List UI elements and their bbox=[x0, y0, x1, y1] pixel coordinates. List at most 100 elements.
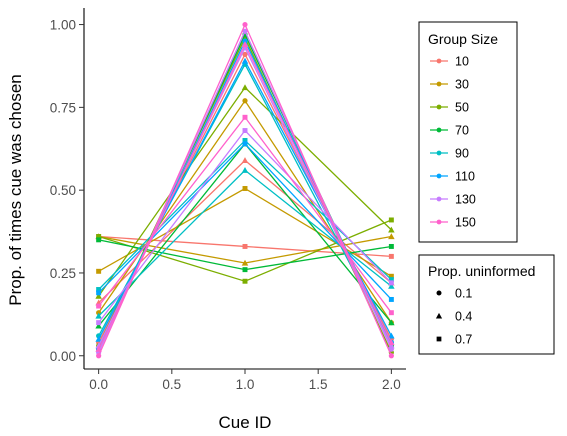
data-point-90-0.7 bbox=[242, 138, 248, 143]
data-point-110-0.4 bbox=[241, 57, 249, 64]
data-point-30-0.4 bbox=[241, 259, 249, 266]
series-line-90-0.1 bbox=[98, 62, 392, 343]
axis-ticks: 0.0 0.5 1.0 1.5 2.0 0.00 0.25 0.50 0.75 1.00 bbox=[50, 18, 401, 392]
series-line-90-0.4 bbox=[98, 169, 392, 317]
x-tick-label: 2.0 bbox=[382, 377, 401, 392]
data-point-90-0.4 bbox=[388, 282, 395, 289]
data-point-70-0.4 bbox=[388, 319, 395, 326]
legend-prop-uninformed: Prop. uninformed 0.1 0.4 0.7 bbox=[418, 254, 555, 355]
x-tick-label: 1.5 bbox=[309, 377, 328, 392]
data-point-10-0.4 bbox=[241, 157, 249, 163]
data-point-50-0.4 bbox=[388, 226, 395, 233]
data-point-150-0.7 bbox=[388, 310, 394, 316]
data-point-110-0.7 bbox=[242, 141, 248, 147]
data-point-30-0.7 bbox=[96, 268, 102, 274]
data-point-50-0.7 bbox=[388, 217, 394, 223]
legend-prop-uninformed-entries: 0.1 0.4 0.7 bbox=[435, 287, 472, 347]
data-point-130-0.4 bbox=[388, 342, 395, 349]
series-line-130-0.4 bbox=[98, 46, 392, 347]
legend-key-point bbox=[436, 173, 442, 179]
x-tick-label: 0.0 bbox=[89, 377, 108, 392]
data-point-90-0.4 bbox=[95, 312, 102, 319]
legend-group-size-entries: 10 30 50 70 90 110 130 150 bbox=[430, 55, 476, 230]
data-point-50-0.4 bbox=[241, 84, 249, 91]
data-point-90-0.7 bbox=[96, 287, 102, 292]
series-line-30-0.1 bbox=[98, 99, 392, 323]
data-point-150-0.7 bbox=[242, 114, 248, 120]
data-point-50-0.7 bbox=[96, 234, 102, 239]
x-tick-label: 1.0 bbox=[236, 377, 255, 392]
legend-label: 130 bbox=[455, 193, 476, 207]
legend-label: 0.1 bbox=[455, 287, 472, 301]
legend-key-point bbox=[436, 104, 442, 110]
data-point-110-0.7 bbox=[96, 290, 102, 296]
data-point-130-0.7 bbox=[96, 320, 102, 326]
y-tick-label: 0.50 bbox=[50, 183, 76, 198]
data-point-130-0.7 bbox=[388, 280, 394, 286]
data-point-50-0.7 bbox=[242, 278, 248, 284]
data-point-30-0.1 bbox=[242, 98, 248, 104]
y-tick-label: 0.00 bbox=[50, 349, 76, 364]
legend-prop-uninformed-title: Prop. uninformed bbox=[428, 263, 535, 279]
series-line-130-0.1 bbox=[98, 29, 392, 353]
data-point-150-0.4 bbox=[388, 339, 395, 346]
data-point-110-0.7 bbox=[388, 296, 394, 302]
series-line-10-0.1 bbox=[98, 52, 392, 343]
legend-group-size: Group Size 10 30 50 70 90 110 130 150 bbox=[418, 21, 518, 243]
legend-label: 0.4 bbox=[455, 310, 472, 324]
data-point-150-0.1 bbox=[242, 21, 248, 28]
data-point-150-0.7 bbox=[96, 303, 102, 309]
data-point-10-0.7 bbox=[242, 243, 248, 249]
legend-group-size-title: Group Size bbox=[428, 31, 498, 47]
legend-label: 70 bbox=[455, 124, 469, 138]
y-tick-label: 0.25 bbox=[50, 266, 76, 281]
data-point-30-0.7 bbox=[242, 186, 248, 191]
x-tick-label: 0.5 bbox=[162, 377, 181, 392]
data-point-70-0.7 bbox=[388, 243, 394, 249]
data-point-110-0.4 bbox=[95, 335, 102, 342]
data-point-10-0.1 bbox=[242, 51, 248, 57]
data-point-70-0.7 bbox=[96, 237, 102, 243]
plot-area bbox=[95, 21, 395, 359]
data-point-130-0.1 bbox=[242, 28, 248, 34]
data-point-50-0.4 bbox=[95, 292, 102, 299]
legend-key-point bbox=[436, 196, 442, 202]
data-point-150-0.1 bbox=[96, 353, 102, 359]
legend-label: 90 bbox=[455, 147, 469, 161]
data-point-90-0.4 bbox=[241, 167, 249, 173]
legend-group-size-box bbox=[418, 21, 518, 243]
legend-label: 50 bbox=[455, 101, 469, 115]
legend-key-point bbox=[436, 219, 442, 225]
legend-shape-key bbox=[436, 290, 442, 296]
data-point-150-0.4 bbox=[95, 345, 102, 352]
legend-label: 150 bbox=[455, 216, 476, 230]
data-point-150-0.1 bbox=[388, 353, 394, 359]
data-point-110-0.1 bbox=[242, 38, 248, 44]
data-point-110-0.4 bbox=[388, 332, 395, 339]
data-point-150-0.4 bbox=[241, 41, 249, 48]
data-point-70-0.4 bbox=[95, 322, 102, 329]
data-point-30-0.4 bbox=[388, 233, 395, 240]
data-point-70-0.7 bbox=[242, 267, 248, 273]
data-point-90-0.7 bbox=[388, 277, 394, 283]
series-line-150-0.4 bbox=[98, 42, 392, 350]
data-point-130-0.7 bbox=[242, 128, 248, 134]
data-point-10-0.7 bbox=[388, 253, 394, 259]
legend-prop-uninformed-box bbox=[418, 254, 555, 355]
y-tick-label: 0.75 bbox=[50, 100, 76, 115]
x-axis-title: Cue ID bbox=[219, 413, 272, 432]
legend-shape-key bbox=[435, 312, 443, 319]
legend-shape-key bbox=[436, 336, 442, 342]
y-axis-title: Prop. of times cue was chosen bbox=[6, 74, 25, 306]
legend-label: 0.7 bbox=[455, 333, 472, 347]
data-point-30-0.7 bbox=[388, 273, 394, 279]
legend-label: 30 bbox=[455, 78, 469, 92]
legend-label: 10 bbox=[455, 55, 469, 69]
series-line-70-0.1 bbox=[98, 32, 392, 350]
legend-key-point bbox=[436, 127, 442, 133]
legend-label: 110 bbox=[455, 170, 475, 184]
y-tick-label: 1.00 bbox=[50, 18, 76, 33]
legend-key-point bbox=[436, 58, 442, 64]
legend-key-point bbox=[436, 81, 442, 87]
